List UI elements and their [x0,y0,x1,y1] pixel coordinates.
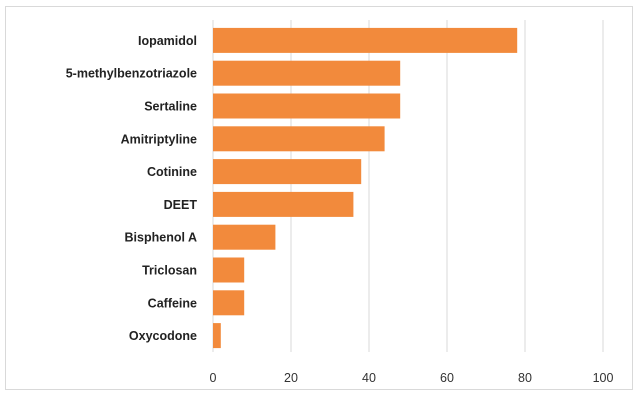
category-label: Caffeine [148,296,197,310]
x-tick-label: 40 [362,371,376,385]
category-label: Iopamidol [138,34,197,48]
category-label: Bisphenol A [125,231,197,245]
category-label: DEET [164,198,198,212]
x-tick-label: 100 [593,371,614,385]
category-label: Triclosan [142,264,197,278]
bar [213,191,354,217]
bar [213,257,245,283]
x-tick-label: 0 [210,371,217,385]
bar [213,323,221,349]
x-tick-label: 20 [284,371,298,385]
bar [213,60,401,86]
bar [213,159,362,185]
category-label: Oxycodone [129,329,197,343]
bar [213,290,245,316]
x-tick-label: 80 [518,371,532,385]
bar [213,126,385,152]
bar [213,93,401,119]
x-tick-label: 60 [440,371,454,385]
category-label: Sertaline [144,100,197,114]
bar [213,27,518,53]
category-label: Cotinine [147,165,197,179]
bar [213,224,276,250]
category-label: 5-methylbenzotriazole [66,67,197,81]
category-label: Amitriptyline [121,132,197,146]
